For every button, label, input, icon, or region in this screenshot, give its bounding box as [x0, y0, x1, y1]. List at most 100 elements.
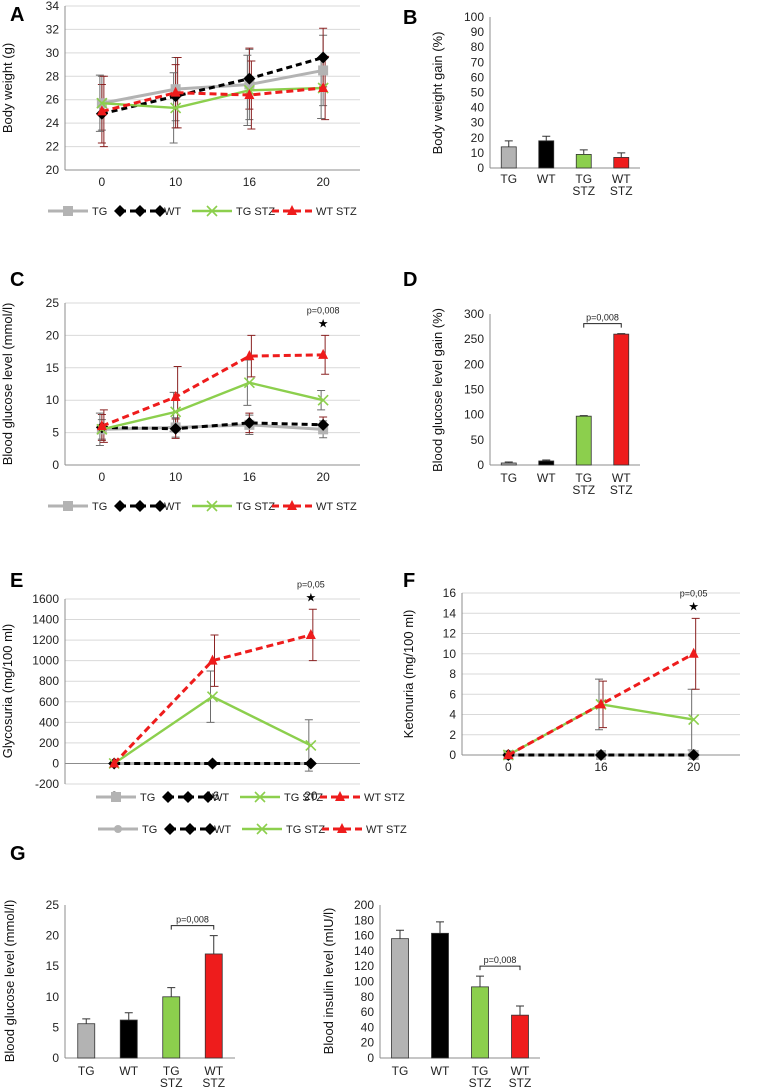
legend-marker-wt-end: [154, 205, 166, 217]
panel-letter-d: D: [403, 269, 417, 291]
legend-marker-tg-stz: [206, 205, 218, 217]
y-tick-label: 90: [471, 25, 485, 39]
y-tick-label: 20: [46, 929, 60, 943]
y-axis-label: Blood glucose level gain (%): [430, 308, 445, 472]
y-tick-label: 8: [449, 667, 456, 681]
legend-marker-wt: [184, 823, 196, 835]
y-tick-label: 30: [471, 116, 485, 130]
y-tick-label: 150: [464, 383, 484, 397]
significance-bracket: [583, 323, 622, 328]
data-point-wt: [317, 51, 330, 64]
y-tick-label: 0: [52, 1051, 59, 1065]
data-point-wt-stz: [688, 647, 699, 658]
error-bar-tg-stz: [167, 987, 176, 997]
bar-wt: [431, 932, 449, 1059]
category-label: TG: [78, 1064, 95, 1078]
x-tick-label: 10: [169, 175, 183, 189]
data-point-tg-stz: [206, 691, 219, 703]
significance-label: p=0,05: [680, 588, 708, 598]
panel-c-blood-glucose-chart: 0 5 10 15 20 25 Blood glucose level (mmol/l) 0 1…: [0, 296, 360, 513]
y-tick-label: 0: [477, 458, 484, 472]
y-tick-label: 1200: [32, 633, 59, 647]
legend-label-tg-stz: TG STZ: [236, 206, 275, 218]
legend-marker-wt: [182, 791, 194, 803]
data-point-wt-stz: [318, 348, 329, 359]
y-tick-label: 180: [354, 913, 374, 927]
y-axis-label: Blood glucose level (mmol/l): [0, 303, 15, 466]
legend-label-wt: WT: [164, 501, 181, 513]
data-point-wt-stz: [96, 105, 107, 116]
significance-bracket: [479, 965, 521, 971]
category-label: STZ: [572, 483, 595, 497]
error-bar-tg: [82, 1018, 91, 1024]
category-label: STZ: [610, 483, 633, 497]
y-tick-label: 15: [46, 361, 60, 375]
legend-label-tg: TG: [92, 206, 107, 218]
y-tick-label: 0: [52, 756, 59, 770]
legend-marker-wt-start: [164, 823, 176, 835]
significance-label: p=0,008: [307, 305, 340, 315]
error-bar-tg: [504, 461, 513, 463]
legend-marker-wt: [134, 500, 146, 512]
y-tick-label: 80: [471, 40, 485, 54]
data-point-wt-stz: [305, 628, 316, 639]
y-tick-label: 14: [443, 606, 457, 620]
y-tick-label: 34: [46, 0, 60, 13]
bar-wt-stz: [204, 953, 223, 1059]
y-tick-label: 16: [443, 586, 457, 600]
y-tick-label: 160: [354, 929, 374, 943]
series-line-wt-stz: [113, 633, 312, 765]
data-point-tg: [318, 65, 329, 76]
x-tick-label: 16: [243, 175, 257, 189]
legend-label-tg: TG: [92, 501, 107, 513]
error-bar-tg: [504, 140, 513, 147]
x-tick-label: 16: [594, 760, 608, 774]
data-point-tg-stz: [317, 394, 329, 406]
category-label: WT: [119, 1064, 138, 1078]
y-tick-label: 10: [46, 990, 60, 1004]
category-label: STZ: [202, 1076, 225, 1090]
category-label: WT: [537, 172, 556, 186]
bar-tg: [77, 1023, 96, 1059]
error-bar-tg-stz: [579, 415, 588, 417]
data-point-wt: [243, 72, 256, 85]
legend-label-wt: WT: [212, 792, 229, 804]
x-tick-label: 20: [316, 175, 330, 189]
panel-g-blood-glucose-bar-chart: 0 5 10 15 20 25 Blood glucose level (mmol/l) TG…: [2, 898, 235, 1090]
data-point-wt: [206, 757, 219, 770]
bar-wt: [538, 460, 555, 466]
data-point-tg-stz: [243, 377, 255, 389]
significance-bracket: [170, 925, 215, 930]
category-label: TG: [500, 471, 517, 485]
legend-label-wt: WT: [164, 206, 181, 218]
panel-letter-f: F: [403, 570, 415, 592]
category-label: STZ: [160, 1076, 183, 1090]
data-point-wt-stz: [170, 390, 181, 401]
data-point-tg-stz: [96, 97, 108, 109]
bar-tg: [500, 462, 517, 466]
y-tick-label: 20: [46, 163, 60, 177]
legend-label-tg-stz: TG STZ: [284, 792, 323, 804]
panel-f-ketonuria-chart: 0 2 4 6 8 10 12 14 16 Ketonuria (mg/100 ml) 0 16 20 p…: [96, 586, 740, 804]
series-line-wt-stz: [101, 86, 324, 113]
data-point-wt-stz: [244, 350, 255, 361]
data-point-tg-stz: [170, 406, 182, 418]
data-point-wt-stz: [207, 654, 218, 665]
significance-star: ★: [688, 599, 699, 613]
panel-letter-c: C: [10, 269, 24, 291]
bar-wt-stz: [613, 157, 630, 169]
significance-star: ★: [305, 590, 316, 604]
category-label: WT: [612, 172, 631, 186]
category-label: TG: [575, 471, 592, 485]
data-point-wt-stz: [170, 86, 181, 97]
y-tick-label: 100: [464, 10, 484, 24]
error-bar-tg-stz: [476, 975, 484, 987]
data-point-tg-stz: [170, 102, 182, 114]
error-bar-wt-stz: [209, 935, 218, 954]
y-tick-label: 28: [46, 69, 60, 83]
category-label: TG: [500, 172, 517, 186]
y-tick-label: 32: [46, 22, 60, 36]
category-label: WT: [431, 1064, 450, 1078]
